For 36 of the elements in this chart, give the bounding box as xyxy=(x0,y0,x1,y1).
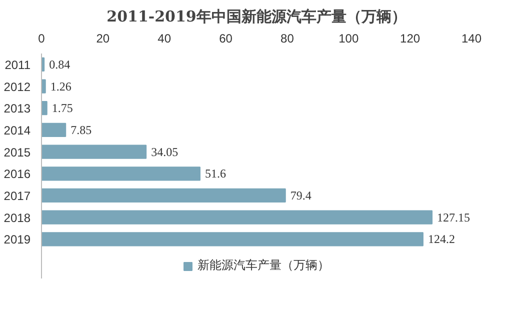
x-tick-label: 100 xyxy=(338,32,359,46)
y-tick-label: 2019 xyxy=(4,232,31,247)
bar xyxy=(42,210,433,224)
bar xyxy=(42,144,147,159)
bar xyxy=(42,79,46,94)
bar xyxy=(42,232,424,246)
data-label: 51.6 xyxy=(204,166,226,181)
y-tick-label: 2011 xyxy=(4,58,31,72)
x-tick-label: 120 xyxy=(400,32,420,46)
data-label: 79.4 xyxy=(290,188,312,202)
data-label: 7.85 xyxy=(70,122,92,137)
chart-title: 2011-2019年中国新能源汽车产量（万辆） xyxy=(106,8,406,26)
data-label: 0.84 xyxy=(49,57,70,72)
y-tick-label: 2014 xyxy=(4,123,31,138)
bar xyxy=(42,122,66,138)
data-label: 1.26 xyxy=(50,79,72,94)
x-tick-label: 140 xyxy=(461,32,482,46)
y-tick-label: 2013 xyxy=(4,102,31,116)
x-tick-label: 20 xyxy=(96,32,110,46)
y-tick-label: 2018 xyxy=(4,210,31,225)
y-tick-label: 2015 xyxy=(4,145,31,160)
y-tick-label: 2012 xyxy=(4,80,31,94)
x-tick-label: 0 xyxy=(38,32,46,46)
y-tick-label: 2016 xyxy=(4,167,31,182)
bar xyxy=(42,101,48,116)
data-label: 124.2 xyxy=(428,232,455,246)
x-tick-label: 80 xyxy=(280,32,294,46)
y-tick-label: 2017 xyxy=(4,188,31,203)
bar xyxy=(42,166,200,181)
bar xyxy=(42,188,286,203)
data-label: 127.15 xyxy=(437,210,470,224)
x-tick-label: 40 xyxy=(158,32,172,46)
data-label: 34.05 xyxy=(151,144,178,159)
x-tick-label: 60 xyxy=(219,32,233,46)
legend-label: 新能源汽车产量（万辆） xyxy=(198,257,330,274)
data-label: 1.75 xyxy=(52,101,73,116)
